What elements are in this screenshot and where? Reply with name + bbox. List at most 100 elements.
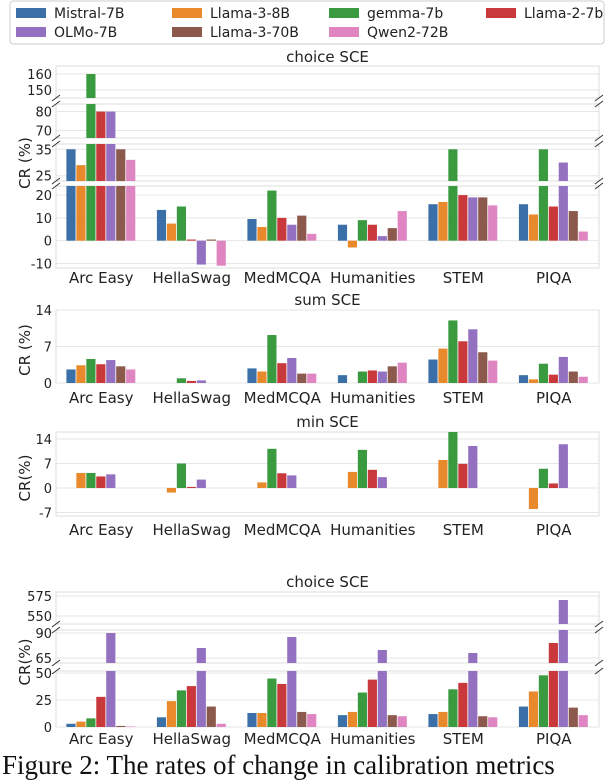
bar-Llama-2-7b-STEM (458, 341, 468, 383)
bar-Mistral-7B-HellaSwag (156, 209, 167, 241)
axis-segment-3: 25 35 (35, 143, 600, 185)
bar-OLMo-7B-STEM (468, 197, 478, 241)
bar-gemma-7b-STEM (448, 432, 458, 488)
y-tick-label: 0 (44, 235, 52, 250)
bar-OLMo-7B-MedMCQA (287, 357, 297, 383)
x-tick-label: PIQA (536, 730, 572, 748)
axis-break-mark (594, 667, 604, 675)
axis-break-mark (51, 626, 61, 634)
bar-Qwen2-72B-Arc Easy (126, 159, 136, 181)
bar-gemma-7b-STEM (448, 689, 458, 727)
bar-gemma-7b-HellaSwag (176, 206, 186, 241)
bar-gemma-7b-PIQA (538, 468, 548, 488)
bar-Llama-3-70B-PIQA (568, 707, 578, 727)
bar-Mistral-7B-MedMCQA (247, 219, 257, 241)
bar-Llama-3-70B-Humanities (387, 715, 397, 727)
bar-gemma-7b-Arc Easy (86, 144, 96, 181)
bar-OLMo-7B-MedMCQA (287, 475, 297, 488)
bar-Qwen2-72B-STEM (488, 717, 498, 727)
bar-Qwen2-72B-PIQA (578, 231, 588, 241)
bar-OLMo-7B-PIQA (558, 671, 568, 727)
bar-Mistral-7B-STEM (428, 714, 438, 727)
bar-gemma-7b-Arc Easy (86, 472, 96, 488)
bar-OLMo-7B-Humanities (377, 371, 387, 383)
bar-Llama-2-7b-Arc Easy (96, 476, 106, 488)
y-tick-label: 575 (27, 590, 52, 605)
y-tick-label: 7 (44, 458, 52, 473)
y-tick-label: -7 (39, 507, 52, 522)
axis-break-mark (594, 134, 604, 142)
bar-Llama-3-8B-MedMCQA (257, 227, 267, 241)
x-tick-label: HellaSwag (152, 269, 231, 287)
y-tick-label: 25 (35, 170, 52, 185)
bar-OLMo-7B-HellaSwag (196, 671, 206, 727)
bar-Llama-3-8B-STEM (438, 348, 448, 383)
axis-break-mark (594, 182, 604, 190)
x-tick-label: HellaSwag (152, 389, 231, 407)
bar-Mistral-7B-PIQA (518, 375, 529, 383)
bar-Llama-3-70B-STEM (478, 197, 488, 241)
axis-break-mark (594, 177, 604, 185)
chart-title: choice SCE (286, 48, 369, 66)
plot-frame (55, 143, 600, 182)
bar-OLMo-7B-Arc Easy (106, 111, 116, 138)
y-axis-label: CR(%) (16, 455, 34, 502)
bar-gemma-7b-PIQA (538, 675, 548, 727)
axis-break-mark (51, 182, 61, 190)
legend-label-Llama-2-7b: Llama-2-7b (524, 6, 603, 22)
bar-Llama-3-70B-MedMCQA (297, 711, 307, 727)
plot-frame (55, 670, 600, 728)
y-tick-label: 150 (27, 84, 52, 99)
bar-Llama-2-7b-MedMCQA (277, 683, 287, 727)
bar-Llama-3-8B-MedMCQA (257, 482, 267, 488)
bar-Llama-3-8B-Humanities (347, 711, 358, 727)
bar-Llama-3-8B-HellaSwag (166, 701, 177, 727)
x-tick-label: PIQA (536, 269, 572, 287)
y-tick-label: 10 (35, 212, 52, 227)
x-tick-label: Humanities (330, 730, 416, 748)
bar-OLMo-7B-Humanities (377, 650, 387, 663)
bar-Mistral-7B-Humanities (337, 224, 348, 241)
figure-caption: Figure 2: The rates of change in calibra… (2, 750, 555, 780)
bar-Llama-3-8B-MedMCQA (257, 713, 267, 727)
axis-break-mark (51, 140, 61, 148)
bar-Llama-3-70B-Arc Easy (116, 366, 126, 383)
y-tick-label: 65 (35, 652, 52, 667)
axis-segment-3: 0 25 50 (35, 667, 600, 736)
bar-Llama-2-7b-Humanities (367, 679, 377, 727)
axis-break-mark (594, 626, 604, 634)
bar-OLMo-7B-MedMCQA (287, 637, 297, 663)
bar-OLMo-7B-Arc Easy (106, 186, 116, 241)
bar-Llama-3-8B-STEM (438, 460, 448, 488)
bar-gemma-7b-MedMCQA (267, 190, 277, 241)
bar-Qwen2-72B-MedMCQA (307, 714, 317, 727)
bar-Llama-3-8B-Arc Easy (76, 721, 86, 727)
axis-break-mark (594, 140, 604, 148)
bar-Llama-3-70B-Arc Easy (116, 186, 126, 241)
bar-gemma-7b-STEM (448, 149, 458, 181)
bar-OLMo-7B-MedMCQA (287, 671, 297, 727)
bar-Llama-2-7b-HellaSwag (186, 239, 196, 241)
legend-label-gemma-7b: gemma-7b (367, 6, 443, 22)
bar-Mistral-7B-STEM (428, 204, 438, 241)
legend: Mistral-7B Llama-3-8B gemma-7b Llama-2-7b OL… (9, 0, 605, 45)
bar-Llama-2-7b-Arc Easy (96, 111, 106, 138)
bar-OLMo-7B-PIQA (558, 356, 568, 383)
bar-Qwen2-72B-Humanities (397, 716, 407, 727)
bar-gemma-7b-MedMCQA (267, 678, 277, 727)
bar-OLMo-7B-Humanities (377, 236, 387, 241)
bar-Llama-3-70B-Arc Easy (116, 149, 126, 181)
axis-break-mark (51, 177, 61, 185)
bar-Mistral-7B-Arc Easy (66, 369, 76, 383)
bar-Llama-2-7b-Humanities (367, 370, 377, 383)
bar-Qwen2-72B-Arc Easy (126, 186, 136, 241)
bar-Llama-3-70B-STEM (478, 716, 488, 727)
bar-OLMo-7B-PIQA (558, 600, 568, 624)
bar-Llama-3-8B-STEM (438, 201, 448, 241)
chart-title: choice SCE (286, 573, 369, 591)
legend-label-Mistral-7B: Mistral-7B (54, 6, 125, 22)
bar-Llama-2-7b-STEM (458, 682, 468, 727)
x-tick-label: STEM (443, 269, 484, 287)
